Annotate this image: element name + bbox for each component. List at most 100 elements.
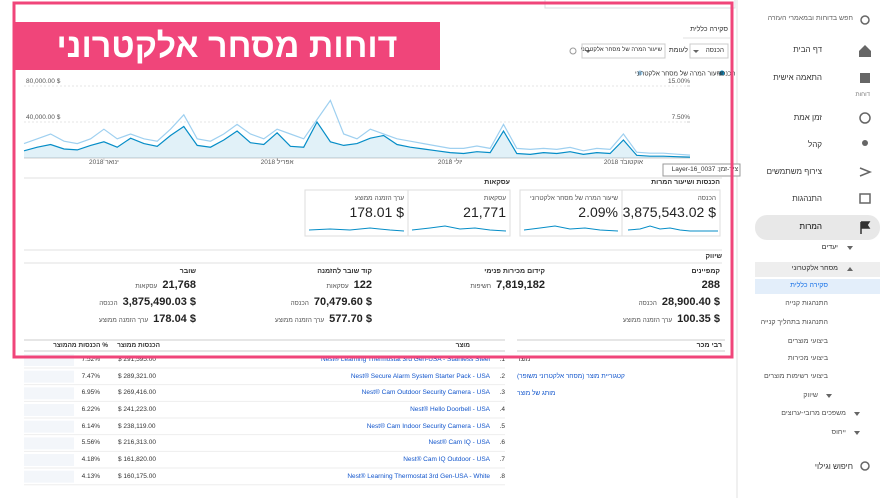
nav-item[interactable]: ייחוס	[831, 428, 846, 436]
section-heading: הכנסות ושיעור המרות	[651, 179, 720, 186]
metric-row: $ 28,900.40 הכנסה	[638, 296, 720, 309]
expand-arrow	[854, 431, 860, 435]
metric-label: ערך הזמנה ממוצע	[354, 195, 404, 202]
metric-label: עסקאות	[326, 283, 349, 290]
audience-icon	[862, 140, 868, 146]
nav-item[interactable]: חיפוש וגילוי	[814, 462, 853, 471]
product-share: 7.52%	[81, 356, 100, 363]
metric-value: $ 3,875,490.03	[122, 296, 196, 308]
section-heading: שיווק	[705, 253, 722, 260]
product-link[interactable]: Nest® Hello Doorbell - USA	[410, 406, 490, 413]
nav-item[interactable]: ביצועי מוצרים	[787, 337, 828, 345]
product-revenue: $ 160,175.00	[118, 472, 156, 480]
share-bar-bg	[24, 470, 74, 483]
metric-value: $ 3,875,543.02	[622, 204, 716, 220]
metric-row: 288	[702, 279, 720, 292]
metric-row: 21,768 עסקאות	[135, 279, 196, 292]
expand-arrow	[854, 412, 860, 416]
metric-label: ערך הזמנה ממוצע	[622, 317, 673, 324]
product-revenue: $ 161,820.00	[118, 456, 156, 464]
panel-link[interactable]: מותג של מוצר	[517, 390, 556, 397]
product-link[interactable]: Nest® Cam Indoor Security Camera - USA	[366, 422, 490, 430]
compare-label: שיעור המרה של מסחר אלקטרוני	[580, 47, 662, 53]
panel-heading: רבי מכר	[696, 342, 722, 349]
metric-row: $ 70,479.60 הכנסה	[290, 296, 372, 309]
metric-value: 2.09%	[578, 204, 618, 220]
nav-item[interactable]: מסחר אלקטרוני	[791, 264, 838, 272]
column-header: הכנסות ממוצר	[117, 342, 160, 349]
metric-label: חשיפות	[470, 283, 492, 290]
row-number: 7.	[499, 456, 505, 464]
product-share: 5.56%	[81, 439, 100, 447]
product-share: 6.14%	[81, 422, 100, 430]
metric-row: $ 100.35 ערך הזמנה ממוצע	[623, 313, 720, 326]
metric-row: $ 178.04 ערך הזמנה ממוצע	[99, 313, 196, 326]
nav-item[interactable]: המרות	[799, 222, 822, 231]
behavior-icon	[859, 193, 871, 204]
selected-item-bg	[755, 279, 880, 294]
column-header: מוצר	[455, 342, 470, 349]
product-share: 6.22%	[81, 406, 100, 413]
metric-value: $ 577.70	[329, 313, 372, 325]
product-link[interactable]: Nest® Secure Alarm System Starter Pack -…	[350, 372, 490, 380]
metric-value: 122	[353, 279, 372, 291]
collapse-arrow	[847, 267, 853, 271]
nav-item[interactable]: קהל	[807, 140, 822, 149]
product-link[interactable]: Nest® Learning Thermostat 3rd Gen-USA - …	[347, 472, 490, 480]
row-number: 4.	[499, 406, 505, 413]
share-bar-bg	[24, 454, 74, 467]
panel-link[interactable]: מוצר	[517, 356, 531, 363]
share-bar-bg	[24, 387, 74, 400]
metric-row: 7,819,182 חשיפות	[470, 279, 545, 292]
custom-icon	[860, 73, 870, 83]
column-title: קמפיינים	[691, 268, 720, 275]
expand-arrow	[847, 246, 853, 250]
metric-label: ערך הזמנה ממוצע	[274, 317, 325, 324]
product-revenue: $ 291,595.00	[118, 356, 156, 363]
nav-item[interactable]: ביצועי רשימות מוצרים	[763, 372, 828, 380]
product-link[interactable]: Nest® Cam IQ Outdoor - USA	[403, 456, 490, 464]
metric-label: הכנסה	[638, 300, 657, 307]
product-share: 6.95%	[81, 389, 100, 397]
acquisition-icon	[859, 167, 873, 177]
tab[interactable]: סקירה כללית	[690, 26, 728, 33]
discover-icon	[860, 461, 870, 471]
product-link[interactable]: Nest® Learning Thermostat 3rd Gen-USA - …	[320, 356, 490, 363]
product-link[interactable]: Nest® Cam IQ - USA	[428, 439, 491, 447]
metric-row: 122 עסקאות	[327, 279, 373, 292]
nav-item[interactable]: שיווק	[803, 391, 818, 399]
product-link[interactable]: Nest® Cam Outdoor Security Camera - USA	[361, 389, 490, 397]
nav-item[interactable]: התנהגות בתהליך קנייה	[760, 318, 828, 326]
nav-item[interactable]: התנהגות	[792, 194, 822, 203]
column-title: קוד שובר להזמנה	[317, 268, 372, 275]
share-bar-bg	[24, 420, 74, 433]
nav-item[interactable]: סקירה כללית	[790, 281, 828, 289]
row-number: 6.	[499, 439, 505, 447]
metric-value: $ 178.04	[153, 313, 196, 325]
nav-item[interactable]: יעדים	[821, 243, 838, 251]
nav-item[interactable]: ביצועי מכירות	[787, 354, 828, 362]
share-bar-bg	[24, 437, 74, 450]
row-number: 2.	[499, 372, 505, 380]
nav-item[interactable]: התנהגות קנייה	[785, 299, 828, 307]
nav-item[interactable]: משפכים מרובי-ערוצים	[781, 409, 846, 417]
panel-link[interactable]: קטגוריית מוצר (מסחר אלקטרוני משופר)	[517, 373, 625, 380]
nav-item[interactable]: התאמה אישית	[773, 73, 822, 82]
nav-item[interactable]: דף הבית	[793, 45, 822, 54]
metric-label: עסקאות	[135, 283, 158, 290]
column-title: קידום מכירות פנימי	[484, 268, 545, 275]
metric-value: 21,771	[463, 204, 506, 220]
nav-item[interactable]: דוחות	[855, 92, 870, 98]
metric-row: $ 577.70 ערך הזמנה ממוצע	[275, 313, 372, 326]
nav-item[interactable]: זמן אמת	[793, 113, 822, 122]
search-icon	[860, 15, 870, 25]
metric-label: ערך הזמנה ממוצע	[98, 317, 149, 324]
nav-item[interactable]: צירוף משתמשים	[766, 167, 822, 176]
metric-label: הכנסה	[705, 47, 724, 54]
metric-value: $ 28,900.40	[661, 296, 720, 308]
versus-label: לעומת	[668, 47, 688, 54]
product-share: 7.47%	[81, 372, 100, 380]
search-placeholder: חפש בדוחות ובמאמרי העזרה	[767, 15, 853, 22]
metric-label: הכנסה	[99, 300, 118, 307]
product-revenue: $ 241,223.00	[118, 406, 156, 413]
